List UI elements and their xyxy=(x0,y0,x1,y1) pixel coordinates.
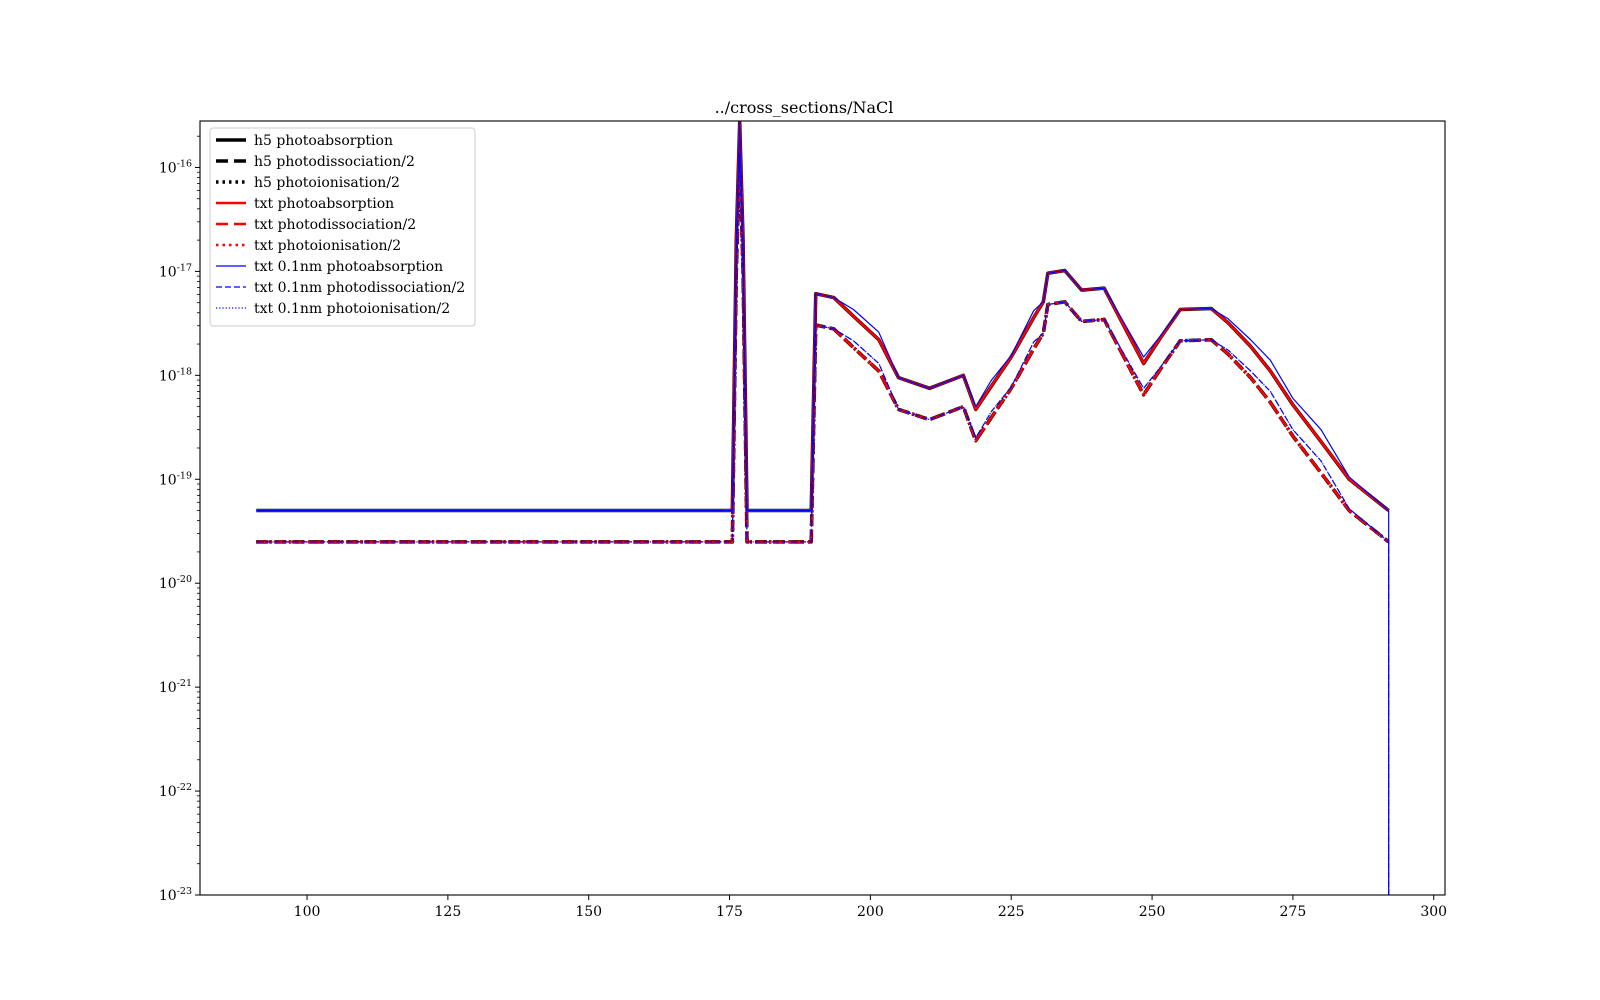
plot-frame xyxy=(199,120,1446,896)
legend-label: txt 0.1nm photoionisation/2 xyxy=(254,301,450,317)
series-line-6 xyxy=(256,152,1390,544)
x-tick-label: 225 xyxy=(998,904,1025,920)
x-tick-label: 275 xyxy=(1280,904,1307,920)
legend: h5 photoabsorption h5 photodissociation/2… xyxy=(209,127,476,327)
series-line-7 xyxy=(256,122,1390,895)
y-tick-label: 10-17 xyxy=(159,262,192,280)
legend-label: txt 0.1nm photodissociation/2 xyxy=(254,280,465,296)
chart-title: ../cross_sections/NaCl xyxy=(715,98,894,117)
x-tick-label: 250 xyxy=(1139,904,1166,920)
x-tick-label: 300 xyxy=(1420,904,1447,920)
x-tick-label: 125 xyxy=(435,904,462,920)
legend-label: txt photodissociation/2 xyxy=(254,217,416,233)
legend-label: h5 photodissociation/2 xyxy=(254,154,415,170)
y-tick-label: 10-18 xyxy=(159,366,192,384)
x-tick-label: 150 xyxy=(575,904,602,920)
legend-label: h5 photoionisation/2 xyxy=(254,175,400,191)
x-tick-label: 100 xyxy=(294,904,321,920)
y-tick-label: 10-19 xyxy=(159,470,192,488)
legend-label: txt photoabsorption xyxy=(254,196,394,212)
legend-label: txt photoionisation/2 xyxy=(254,238,401,254)
y-axis: 10-23 10-22 10-21 10-20 10-19 10-18 10-17 10-16 xyxy=(159,158,200,904)
y-tick-label: 10-21 xyxy=(159,678,192,696)
legend-label: h5 photoabsorption xyxy=(254,133,393,149)
y-tick-label: 10-16 xyxy=(159,158,192,176)
y-tick-label: 10-22 xyxy=(159,782,192,800)
legend-box xyxy=(209,127,476,327)
plot-area xyxy=(256,121,1390,895)
series-line-9 xyxy=(256,153,1390,895)
y-tick-label: 10-23 xyxy=(159,886,192,904)
legend-label: txt 0.1nm photoabsorption xyxy=(254,259,443,275)
y-tick-label: 10-20 xyxy=(159,574,192,592)
x-tick-label: 175 xyxy=(716,904,743,920)
x-tick-label: 200 xyxy=(857,904,884,920)
x-axis: 100 125 150 175 200 225 250 275 300 xyxy=(294,895,1447,920)
